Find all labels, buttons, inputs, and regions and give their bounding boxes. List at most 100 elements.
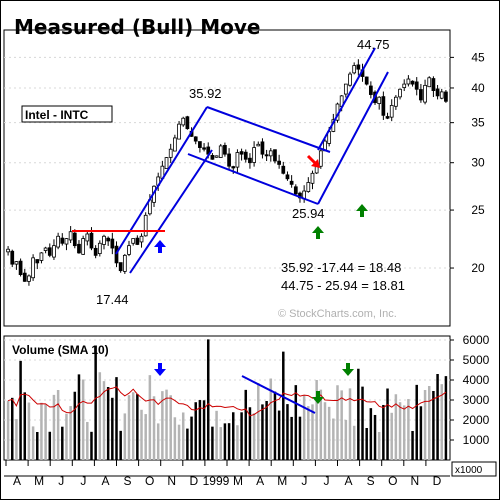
volume-tick-label: 6000 [463,333,490,347]
x-tick-label: S [124,474,132,488]
candle-body [273,149,277,162]
candle-body [60,237,65,244]
candle-body [318,150,323,167]
candle-body [93,247,98,256]
x-tick-label: J [301,474,307,488]
candle-body [223,145,227,155]
candle-body [427,77,432,88]
candle-body [243,151,248,160]
calc-line-2: 44.75 - 25.94 = 18.81 [281,278,405,293]
x-tick-label: D [433,474,442,488]
candle-body [423,84,427,103]
arrow-down-blue-volume [154,363,166,376]
candle-body [6,248,10,253]
candle-body [202,147,206,150]
arrow-up-green-1 [312,226,324,239]
x-tick-label: A [13,474,21,488]
price-tick-label: 40 [471,81,485,95]
x-tick-label: M [233,474,243,488]
x-tick-label: D [190,474,199,488]
candle-body [106,237,111,242]
candle-body [193,136,198,142]
candle-body [381,96,386,116]
pattern-annotations [72,47,389,414]
candle-body [164,157,169,170]
x-tick-label: J [323,474,329,488]
candle-body [306,182,311,192]
candle-body [385,116,390,119]
candle-body [27,275,31,282]
symbol-label-box [21,105,113,123]
candle-body [402,83,407,88]
chart-title: Measured (Bull) Move [14,15,261,39]
x-tick-label: A [345,474,353,488]
candle-body [268,150,273,157]
channel-line-up-2-upper [317,47,376,151]
x-tick-label: A [256,474,264,488]
x-tick-label: M [34,474,44,488]
price-tick-label: 45 [471,50,485,64]
label-low-2: 25.94 [292,206,325,221]
candle-body [198,141,202,148]
candle-body [435,88,440,97]
candle-body [18,260,23,276]
candle-body [277,160,281,165]
arrow-red-head [311,159,320,168]
candle-body [239,151,244,155]
volume-panel-label: Volume (SMA 10) [12,343,109,357]
volume-tick-label: 1000 [463,433,490,447]
price-tick-label: 35 [471,116,485,130]
x-tick-label: N [411,474,420,488]
x-tick-label: O [388,474,397,488]
candle-body [389,105,394,118]
channel-line-up-1-lower [129,149,213,274]
volume-tick-label: 5000 [463,353,490,367]
candle-body [122,254,127,272]
candle-body [377,96,382,104]
x-tick-label: S [367,474,375,488]
candle-body [114,245,119,264]
candle-body [47,247,52,256]
candle-body [35,259,40,264]
candle-body [89,232,94,249]
candle-body [127,245,131,255]
candle-body [102,235,106,245]
x-tick-label: N [167,474,176,488]
candle-body [31,257,35,279]
x-tick-label: M [277,474,287,488]
candle-body [22,272,27,282]
candle-body [39,252,44,261]
volume-bars [6,339,448,460]
candle-body [118,262,123,272]
candle-body [64,238,69,245]
sma-line [7,386,447,417]
candle-body [168,148,173,158]
watermark: © StockCharts.com, Inc. [278,308,397,320]
candle-body [81,238,86,255]
candle-body [214,155,219,158]
candle-body [356,64,361,70]
candle-body [310,172,315,184]
candle-body [143,214,148,237]
candle-body [406,78,411,85]
volume-trend-line [241,375,316,414]
candle-body [348,73,352,86]
price-tick-label: 30 [471,156,485,170]
candle-body [68,231,73,241]
candle-body [439,91,444,99]
candle-body [285,174,290,180]
candle-body [398,88,402,98]
candle-body [410,80,415,85]
candle-body [85,233,90,242]
arrow-down-green-volume-2 [342,363,354,376]
candle-body [110,238,115,249]
candle-body [77,243,81,254]
channel-line-flag-lower [187,153,319,205]
candle-body [97,242,102,255]
arrow-up-blue [154,240,166,253]
candle-body [364,76,369,85]
candle-body [177,123,181,140]
candle-body [260,141,265,155]
channel-line-up-2-lower [317,71,389,205]
